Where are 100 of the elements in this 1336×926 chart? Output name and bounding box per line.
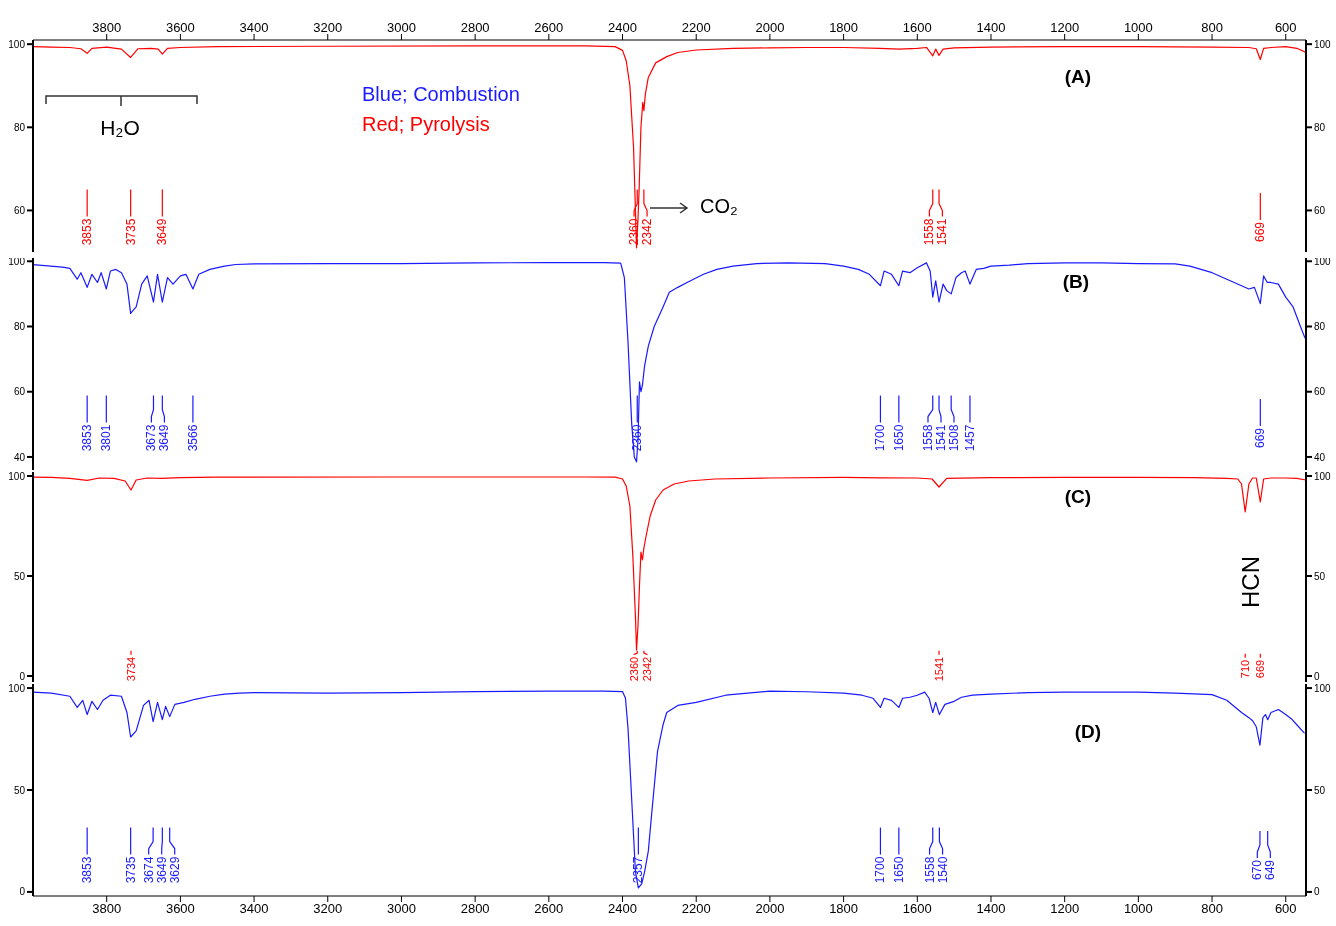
annotation: 3673 xyxy=(144,424,159,452)
x-tick-label: 1800 xyxy=(829,20,859,35)
y2-tick-label: 50 xyxy=(1314,784,1326,796)
annotation: 669 xyxy=(1253,221,1268,243)
y2-tick-label: 100 xyxy=(1314,255,1332,267)
annotation: 3566 xyxy=(185,424,200,452)
annotation: CO₂ xyxy=(700,195,738,217)
annotation: 649 xyxy=(1263,859,1278,881)
x-tick-label: 3400 xyxy=(239,20,269,35)
annotation: 3734 xyxy=(125,656,138,682)
x-tick-label: 3000 xyxy=(386,901,416,917)
x-tick-label: 1600 xyxy=(902,20,932,35)
y-tick-label: 60 xyxy=(13,386,26,398)
annotation: 1650 xyxy=(891,424,906,452)
y-tick-label: 0 xyxy=(19,886,26,898)
annotation: HCN xyxy=(1236,556,1264,608)
x-tick-label: 1200 xyxy=(1050,20,1080,35)
x-tick-label: 2000 xyxy=(755,20,785,35)
annotation: 1700 xyxy=(873,424,888,452)
annotation: Red; Pyrolysis xyxy=(362,113,490,135)
y2-tick-label: 80 xyxy=(1314,121,1326,133)
annotation: 1508 xyxy=(946,424,961,452)
y-tick-label: 100 xyxy=(8,682,26,694)
annotation: 3853 xyxy=(80,856,95,884)
x-tick-label: 3800 xyxy=(92,20,122,35)
y2-tick-label: 60 xyxy=(1314,386,1326,398)
annotation: 1700 xyxy=(873,856,888,884)
y2-tick-label: 60 xyxy=(1314,204,1326,216)
y2-tick-label: 80 xyxy=(1314,321,1326,333)
annotation: 3735 xyxy=(123,856,138,884)
x-tick-label: 800 xyxy=(1201,20,1223,35)
y-tick-label: 40 xyxy=(13,451,26,463)
x-tick-label: 2400 xyxy=(608,20,637,35)
y2-tick-label: 100 xyxy=(1314,38,1332,50)
annotation: 1558 xyxy=(922,218,937,246)
x-tick-label: 2800 xyxy=(460,901,490,917)
y-tick-label: 100 xyxy=(8,470,26,482)
y-tick-label: 0 xyxy=(19,670,26,682)
annotation: 3674 xyxy=(141,856,156,884)
annotation: (D) xyxy=(1074,720,1102,742)
annotation: H₂O xyxy=(100,115,140,139)
x-tick-label: 600 xyxy=(1274,20,1297,35)
y-tick-label: 50 xyxy=(13,570,26,582)
annotation: (B) xyxy=(1062,270,1090,292)
x-tick-label: 2200 xyxy=(681,901,711,917)
annotation: 1541 xyxy=(935,218,950,246)
annotation: 1541 xyxy=(933,424,948,452)
annotation: 669 xyxy=(1254,659,1267,679)
annotation: 1541 xyxy=(933,656,946,682)
annotation: Blue; Combustion xyxy=(362,83,520,105)
x-tick-label: 3200 xyxy=(313,20,343,35)
annotation: 670 xyxy=(1250,859,1265,881)
x-tick-label: 1800 xyxy=(829,901,859,917)
x-tick-label: 1200 xyxy=(1050,901,1080,917)
annotation: (A) xyxy=(1064,65,1092,87)
x-tick-label: 1000 xyxy=(1123,901,1153,917)
annotation: 3649 xyxy=(154,856,169,884)
y-tick-label: 100 xyxy=(8,38,26,50)
y-tick-label: 50 xyxy=(13,784,26,796)
annotation: 1540 xyxy=(935,856,950,884)
x-tick-label: 2000 xyxy=(755,901,785,917)
y2-tick-label: 100 xyxy=(1314,470,1332,482)
annotation: (C) xyxy=(1064,485,1092,507)
x-tick-label: 2800 xyxy=(460,20,490,35)
y-tick-label: 80 xyxy=(13,121,26,133)
annotation: 3649 xyxy=(157,424,172,452)
annotation: 710 xyxy=(1239,659,1252,679)
annotation: 3735 xyxy=(123,218,138,246)
x-tick-label: 3400 xyxy=(239,901,269,917)
annotation: 2342 xyxy=(641,656,654,682)
x-tick-label: 1000 xyxy=(1123,20,1153,35)
x-tick-label: 600 xyxy=(1274,901,1297,917)
x-tick-label: 1400 xyxy=(976,20,1006,35)
annotation: 1558 xyxy=(922,856,937,884)
y2-tick-label: 40 xyxy=(1314,451,1326,463)
annotation: 2360 xyxy=(628,656,641,682)
annotation: 1457 xyxy=(962,424,977,452)
annotation: 3649 xyxy=(155,218,170,246)
y2-tick-label: 50 xyxy=(1314,570,1326,582)
x-tick-label: 3800 xyxy=(92,901,122,917)
annotation: 3629 xyxy=(167,856,182,884)
y-tick-label: 80 xyxy=(13,321,26,333)
annotation: 2342 xyxy=(640,218,655,246)
x-tick-label: 2200 xyxy=(681,20,711,35)
x-tick-label: 2600 xyxy=(534,901,564,917)
x-tick-label: 1600 xyxy=(902,901,932,917)
annotation: 1650 xyxy=(891,856,906,884)
annotation: 3801 xyxy=(99,424,114,452)
x-tick-label: 2600 xyxy=(534,20,564,35)
x-tick-label: 2400 xyxy=(608,901,637,917)
y2-tick-label: 100 xyxy=(1314,682,1332,694)
x-tick-label: 3000 xyxy=(386,20,416,35)
x-tick-label: 3200 xyxy=(313,901,343,917)
annotation: 3853 xyxy=(80,218,95,246)
annotation: 3853 xyxy=(80,424,95,452)
y2-tick-label: 0 xyxy=(1314,670,1320,682)
y-tick-label: 60 xyxy=(13,204,26,216)
y-tick-label: 100 xyxy=(8,255,26,267)
x-tick-label: 3600 xyxy=(165,20,195,35)
x-tick-label: 1400 xyxy=(976,901,1006,917)
